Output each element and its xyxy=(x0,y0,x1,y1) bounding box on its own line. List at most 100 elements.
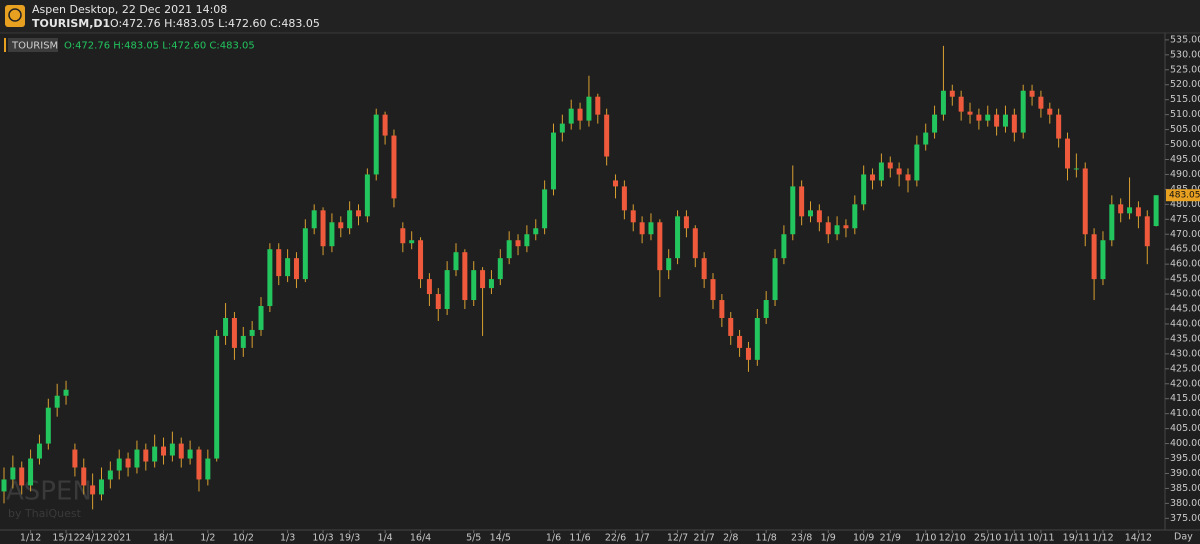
last-price-box xyxy=(1166,189,1200,202)
candle-body xyxy=(905,174,911,181)
candle-body xyxy=(621,186,627,211)
candle-body xyxy=(1135,207,1141,217)
candle-body xyxy=(488,279,494,289)
candle-body xyxy=(178,443,184,459)
candle-body xyxy=(90,485,96,495)
candle-body xyxy=(28,458,34,486)
candle-body xyxy=(568,108,574,124)
candle-body xyxy=(1127,207,1133,214)
x-tick-label: 10/11 xyxy=(1027,533,1054,544)
app-icon-mark xyxy=(8,8,22,22)
candle-body xyxy=(444,270,450,310)
candle-body xyxy=(152,446,158,462)
candle-body xyxy=(896,168,902,175)
y-tick-label: 420.00 xyxy=(1170,378,1200,389)
candle-body xyxy=(338,222,344,229)
candle-body xyxy=(453,252,459,271)
candle-body xyxy=(249,329,255,336)
x-tick-label: 18/1 xyxy=(153,533,174,544)
candle-body xyxy=(356,210,362,217)
legend-ohlc: O:472.76 H:483.05 L:472.60 C:483.05 xyxy=(64,41,255,52)
candle-body xyxy=(1144,216,1150,247)
candle-body xyxy=(595,96,601,115)
x-tick-label: 25/10 xyxy=(974,533,1001,544)
x-tick-label: 16/4 xyxy=(410,533,431,544)
y-tick-label: 465.00 xyxy=(1170,244,1200,255)
candle-body xyxy=(816,210,822,223)
y-tick-label: 375.00 xyxy=(1170,513,1200,524)
candle-body xyxy=(54,395,60,408)
candle-body xyxy=(19,467,25,486)
candle-body xyxy=(613,180,619,187)
x-tick-label: 14/12 xyxy=(1125,533,1152,544)
x-tick-label: 1/9 xyxy=(821,533,836,544)
x-tick-label: 1/12 xyxy=(1092,533,1113,544)
y-tick-label: 505.00 xyxy=(1170,124,1200,135)
y-tick-label: 425.00 xyxy=(1170,363,1200,374)
x-tick-label: 12/7 xyxy=(667,533,688,544)
app-title: Aspen Desktop, 22 Dec 2021 14:08 xyxy=(32,3,227,16)
candle-body xyxy=(497,258,503,280)
candle-body xyxy=(125,458,131,468)
x-tick-label: 15/12 xyxy=(52,533,79,544)
candle-body xyxy=(1047,108,1053,115)
x-tick-label: 12/10 xyxy=(939,533,966,544)
candle-body xyxy=(861,174,867,205)
candle-body xyxy=(1020,90,1026,133)
candle-body xyxy=(1082,168,1088,235)
x-tick-label: 19/11 xyxy=(1063,533,1090,544)
candle-body xyxy=(586,96,592,121)
candle-body xyxy=(187,449,193,459)
x-tick-label: 5/5 xyxy=(466,533,481,544)
candle-body xyxy=(320,210,326,247)
candle-body xyxy=(604,114,610,157)
candle-body xyxy=(710,279,716,301)
y-tick-label: 515.00 xyxy=(1170,94,1200,105)
candle-body xyxy=(799,186,805,217)
x-tick-label: 11/6 xyxy=(569,533,590,544)
candle-body xyxy=(949,90,955,97)
candle-body xyxy=(426,279,432,295)
candle-body xyxy=(976,114,982,121)
candle-body xyxy=(675,216,681,259)
candle-body xyxy=(515,240,521,247)
candle-body xyxy=(639,222,645,235)
candle-body xyxy=(293,258,299,280)
candle-body xyxy=(347,210,353,229)
x-tick-label: 1/4 xyxy=(377,533,392,544)
y-tick-label: 380.00 xyxy=(1170,498,1200,509)
header-ohlc: O:472.76 H:483.05 L:472.60 C:483.05 xyxy=(110,17,320,30)
candle-body xyxy=(329,222,335,247)
candle-body xyxy=(240,335,246,348)
candle-body xyxy=(462,252,468,301)
x-tick-label: 21/7 xyxy=(693,533,714,544)
y-tick-label: 410.00 xyxy=(1170,408,1200,419)
y-tick-label: 475.00 xyxy=(1170,214,1200,225)
candle-body xyxy=(923,132,929,145)
candle-body xyxy=(958,96,964,112)
x-tick-label: 2021 xyxy=(107,533,131,544)
candle-body xyxy=(214,335,220,459)
candle-body xyxy=(10,467,16,480)
candle-body xyxy=(373,114,379,175)
x-tick-label: 1/2 xyxy=(200,533,215,544)
candle-body xyxy=(1002,114,1008,127)
candle-body xyxy=(887,162,893,169)
candle-body xyxy=(542,189,548,229)
candle-body xyxy=(630,210,636,223)
candle-body xyxy=(382,114,388,136)
candle-body xyxy=(98,479,104,495)
candle-body xyxy=(391,135,397,199)
candle-body xyxy=(1073,168,1079,170)
period-label: Day xyxy=(1174,532,1193,543)
candle-body xyxy=(72,449,78,468)
candle-body xyxy=(1118,204,1124,214)
candle-body xyxy=(134,449,140,468)
candle-body xyxy=(231,317,237,348)
x-tick-label: 10/2 xyxy=(233,533,254,544)
candle-body xyxy=(940,90,946,115)
candle-body xyxy=(781,234,787,259)
y-tick-label: 500.00 xyxy=(1170,139,1200,150)
candle-body xyxy=(1,479,7,492)
y-tick-label: 385.00 xyxy=(1170,483,1200,494)
